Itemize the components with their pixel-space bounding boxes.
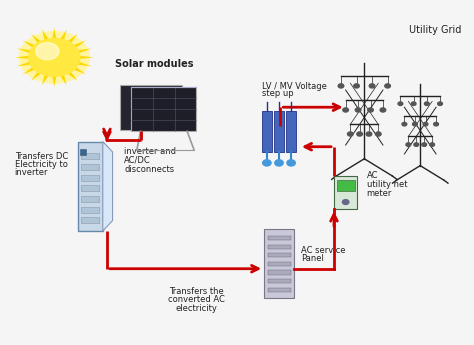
Polygon shape: [60, 30, 66, 40]
FancyBboxPatch shape: [82, 196, 99, 202]
Circle shape: [398, 102, 403, 106]
Text: utility net: utility net: [366, 180, 407, 189]
Polygon shape: [42, 30, 48, 40]
FancyBboxPatch shape: [268, 270, 291, 275]
Circle shape: [438, 102, 442, 106]
Text: disconnects: disconnects: [124, 165, 174, 174]
FancyBboxPatch shape: [268, 253, 291, 257]
Text: step up: step up: [262, 89, 293, 98]
Circle shape: [275, 160, 283, 166]
Circle shape: [28, 39, 80, 76]
Text: AC/DC: AC/DC: [124, 156, 151, 165]
Circle shape: [356, 108, 361, 112]
Circle shape: [357, 132, 363, 136]
Text: meter: meter: [366, 189, 392, 198]
FancyBboxPatch shape: [268, 262, 291, 266]
Circle shape: [287, 160, 295, 166]
Polygon shape: [22, 40, 35, 48]
FancyBboxPatch shape: [131, 87, 197, 131]
FancyBboxPatch shape: [268, 279, 291, 283]
Circle shape: [263, 160, 271, 166]
Circle shape: [402, 122, 407, 126]
FancyBboxPatch shape: [82, 153, 99, 159]
FancyBboxPatch shape: [82, 164, 99, 170]
FancyBboxPatch shape: [262, 111, 272, 152]
Circle shape: [338, 84, 344, 88]
Polygon shape: [74, 67, 86, 75]
Circle shape: [380, 108, 386, 112]
Circle shape: [354, 84, 359, 88]
Text: electricity: electricity: [175, 304, 218, 313]
Polygon shape: [103, 141, 112, 231]
Polygon shape: [17, 62, 31, 67]
FancyBboxPatch shape: [82, 185, 99, 191]
Circle shape: [368, 108, 374, 112]
Polygon shape: [80, 56, 94, 59]
Polygon shape: [68, 72, 78, 81]
Polygon shape: [31, 34, 41, 43]
FancyBboxPatch shape: [334, 176, 357, 209]
Circle shape: [434, 122, 438, 126]
Circle shape: [347, 132, 353, 136]
FancyBboxPatch shape: [286, 111, 296, 152]
Text: Panel: Panel: [301, 254, 324, 263]
Text: LV / MV Voltage: LV / MV Voltage: [262, 82, 327, 91]
Text: Transfers the: Transfers the: [169, 287, 224, 296]
Polygon shape: [78, 48, 92, 53]
Polygon shape: [74, 40, 86, 48]
FancyBboxPatch shape: [119, 85, 182, 130]
FancyBboxPatch shape: [274, 111, 284, 152]
Circle shape: [369, 84, 375, 88]
Circle shape: [430, 143, 435, 146]
Circle shape: [366, 132, 372, 136]
FancyBboxPatch shape: [80, 149, 86, 155]
Circle shape: [342, 200, 349, 205]
FancyBboxPatch shape: [264, 229, 294, 298]
Polygon shape: [60, 75, 66, 85]
Text: Electricity to: Electricity to: [15, 160, 68, 169]
Text: AC: AC: [366, 171, 378, 180]
Text: Transfers DC: Transfers DC: [15, 151, 68, 160]
FancyBboxPatch shape: [268, 236, 291, 240]
FancyBboxPatch shape: [82, 175, 99, 181]
Text: inverter and: inverter and: [124, 147, 176, 156]
FancyBboxPatch shape: [268, 288, 291, 292]
Circle shape: [411, 102, 416, 106]
Circle shape: [412, 122, 417, 126]
Circle shape: [424, 102, 429, 106]
Circle shape: [375, 132, 381, 136]
Polygon shape: [78, 62, 92, 67]
Text: Utility Grid: Utility Grid: [409, 25, 461, 35]
Polygon shape: [52, 76, 56, 87]
Text: converted AC: converted AC: [168, 295, 225, 304]
Polygon shape: [52, 28, 56, 39]
FancyBboxPatch shape: [82, 217, 99, 223]
Circle shape: [406, 143, 411, 146]
Polygon shape: [22, 67, 35, 75]
FancyBboxPatch shape: [78, 141, 103, 231]
Polygon shape: [31, 72, 41, 81]
Circle shape: [385, 84, 391, 88]
Circle shape: [19, 32, 89, 83]
Polygon shape: [42, 75, 48, 85]
FancyBboxPatch shape: [337, 180, 355, 191]
FancyBboxPatch shape: [268, 245, 291, 249]
Circle shape: [343, 108, 348, 112]
FancyBboxPatch shape: [82, 207, 99, 213]
Circle shape: [36, 43, 59, 60]
Circle shape: [423, 122, 428, 126]
Polygon shape: [15, 56, 29, 59]
Text: Solar modules: Solar modules: [115, 59, 194, 69]
Polygon shape: [68, 34, 78, 43]
Circle shape: [414, 143, 419, 146]
Text: AC service: AC service: [301, 246, 346, 255]
Text: inverter: inverter: [15, 168, 48, 177]
Polygon shape: [17, 48, 31, 53]
Circle shape: [422, 143, 427, 146]
